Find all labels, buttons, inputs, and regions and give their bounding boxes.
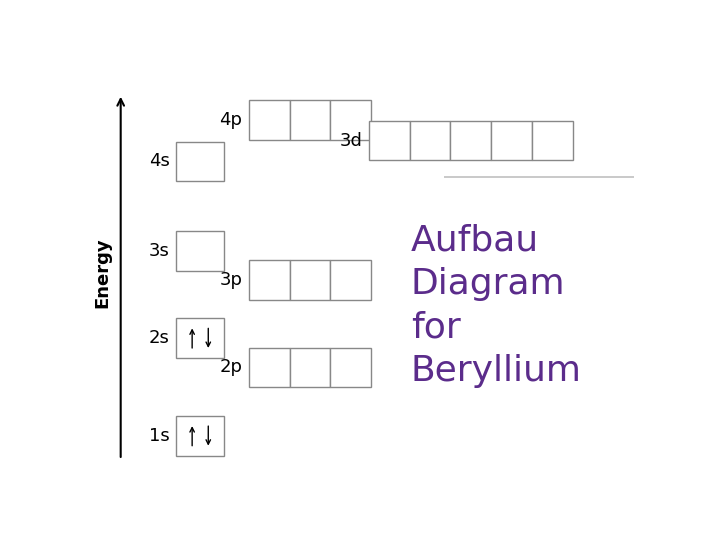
Text: 2s: 2s	[149, 329, 170, 347]
Bar	[249, 100, 289, 140]
Bar	[176, 416, 224, 456]
Bar	[176, 141, 224, 181]
Text: 2p: 2p	[220, 359, 243, 376]
Text: 3p: 3p	[220, 271, 243, 289]
Text: Aufbau
Diagram
for
Beryllium: Aufbau Diagram for Beryllium	[411, 224, 582, 388]
Text: Energy: Energy	[94, 238, 112, 308]
Bar	[330, 348, 372, 387]
Bar	[289, 260, 330, 300]
Bar	[410, 121, 451, 160]
Bar	[249, 348, 289, 387]
Bar	[289, 348, 330, 387]
Text: 3d: 3d	[339, 132, 362, 150]
Text: 3s: 3s	[149, 242, 170, 260]
Text: 4p: 4p	[220, 111, 243, 129]
Bar	[289, 100, 330, 140]
Bar	[176, 231, 224, 271]
Bar	[451, 121, 491, 160]
Bar	[249, 260, 289, 300]
Bar	[176, 319, 224, 358]
Text: 4s: 4s	[149, 152, 170, 171]
Bar	[491, 121, 532, 160]
Text: 1s: 1s	[149, 427, 170, 445]
Bar	[532, 121, 572, 160]
Bar	[330, 100, 372, 140]
Bar	[330, 260, 372, 300]
Bar	[369, 121, 410, 160]
